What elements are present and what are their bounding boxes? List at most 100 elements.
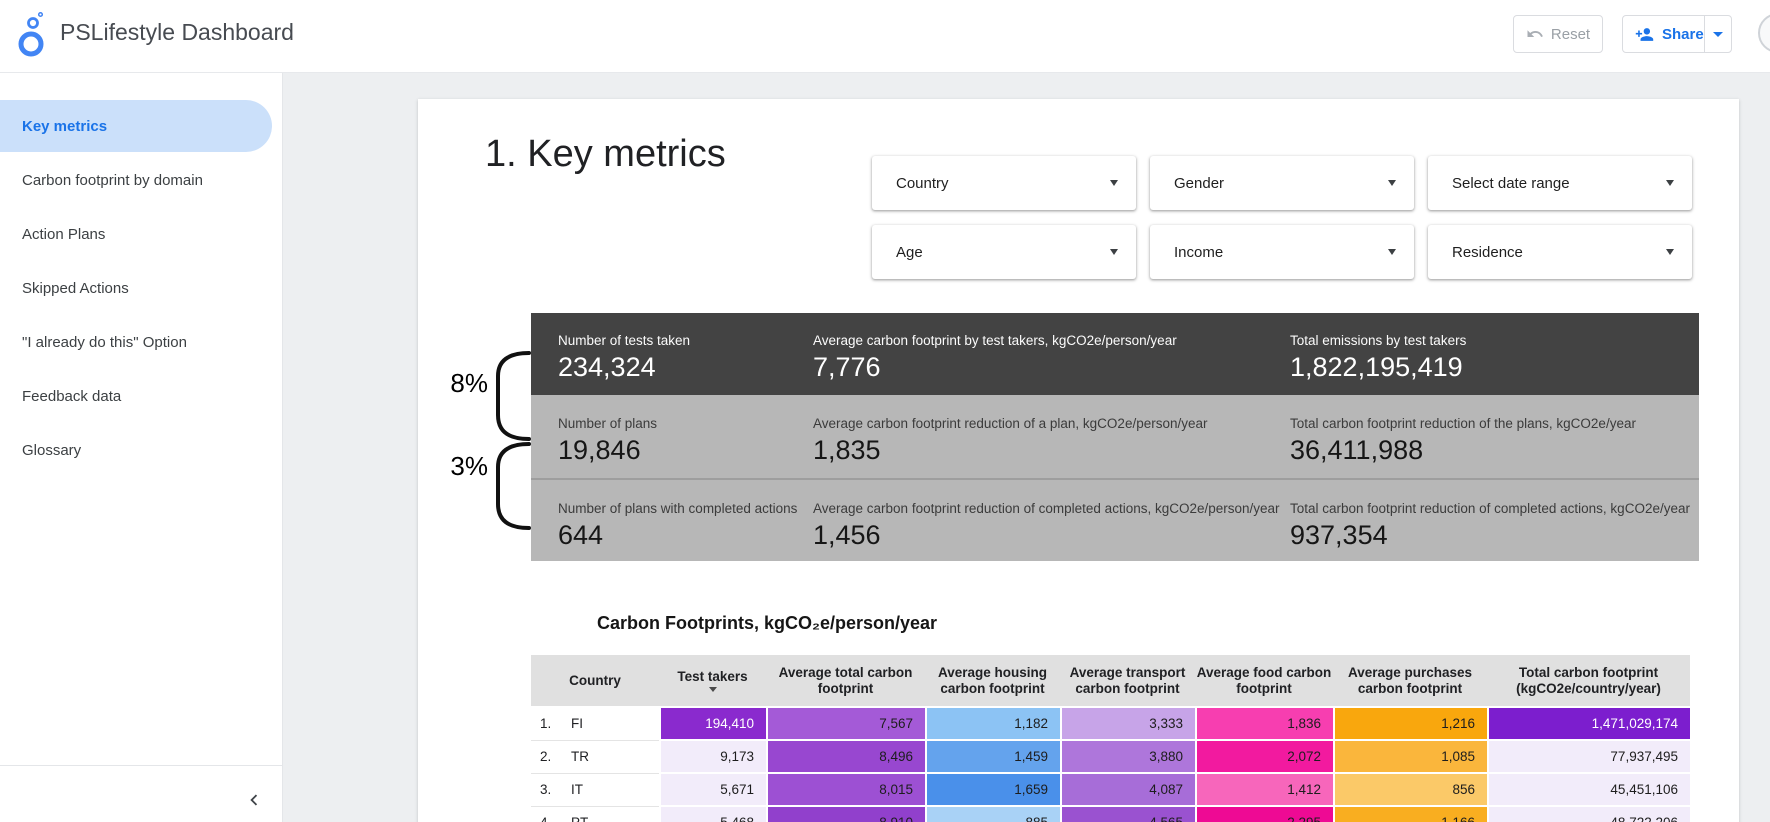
column-header-total-footprint[interactable]: Total carbon footprint (kgCO2e/country/y…	[1487, 655, 1690, 706]
metrics-row-completed: Number of plans with completed actions 6…	[531, 478, 1699, 561]
column-header-avg-food[interactable]: Average food carbon footprint	[1195, 655, 1333, 706]
sidebar-item-feedback-data[interactable]: Feedback data	[22, 387, 122, 405]
table-cell: 48,722,206	[1487, 807, 1690, 822]
sidebar-item-action-plans[interactable]: Action Plans	[22, 225, 106, 243]
column-header-avg-housing[interactable]: Average housing carbon footprint	[925, 655, 1060, 706]
filter-country[interactable]: Country	[872, 156, 1136, 210]
table-cell: 1,166	[1333, 807, 1487, 822]
share-menu-caret[interactable]	[1703, 16, 1731, 52]
sidebar-item-key-metrics[interactable]: Key metrics	[0, 100, 272, 152]
table-cell: 8,015	[766, 774, 925, 807]
table-cell: 7,567	[766, 708, 925, 741]
table-cell: 5,468	[659, 807, 766, 822]
table-cell: 45,451,106	[1487, 774, 1690, 807]
metric-label: Number of tests taken	[558, 333, 691, 348]
chevron-down-icon	[1388, 180, 1396, 186]
share-button-main[interactable]: Share	[1623, 25, 1704, 44]
collapse-sidebar-button[interactable]	[238, 784, 270, 816]
filter-date-range[interactable]: Select date range	[1428, 156, 1692, 210]
row-index: 4.	[531, 807, 561, 822]
metric-value: 937,354	[1290, 520, 1388, 550]
plans-ratio-label: 8%	[450, 368, 488, 398]
person-add-icon	[1635, 25, 1654, 44]
table-cell: 1,216	[1333, 708, 1487, 741]
table-cell: 1,471,029,174	[1487, 708, 1690, 741]
filter-gender[interactable]: Gender	[1150, 156, 1414, 210]
table-cell: 1,836	[1195, 708, 1333, 741]
table-cell: 1,459	[925, 741, 1060, 774]
table-cell: 3,880	[1060, 741, 1195, 774]
reset-button-label: Reset	[1550, 25, 1591, 43]
metrics-row-tests: Number of tests taken 234,324 Average ca…	[531, 313, 1699, 395]
table-header-row: Country Test takers Average total carbon…	[531, 655, 1690, 708]
filter-income[interactable]: Income	[1150, 225, 1414, 279]
column-header-label: Total carbon footprint (kgCO2e/country/y…	[1516, 664, 1661, 696]
metric-label: Total carbon footprint reduction of the …	[1290, 416, 1636, 431]
metric-label: Average carbon footprint reduction of a …	[813, 416, 1208, 431]
column-header-avg-total[interactable]: Average total carbon footprint	[766, 655, 925, 706]
metric: Average carbon footprint reduction of a …	[813, 416, 1290, 478]
column-header-label: Average transport carbon footprint	[1069, 664, 1186, 696]
column-header-label: Average food carbon footprint	[1196, 664, 1332, 696]
table-cell: 4,087	[1060, 774, 1195, 807]
table-cell: 1,412	[1195, 774, 1333, 807]
table-title: Carbon Footprints, kgCO₂e/person/year	[597, 613, 938, 633]
page-nav-list: Key metrics Carbon footprint by domain A…	[0, 99, 282, 477]
metric: Total carbon footprint reduction of comp…	[1290, 501, 1699, 561]
table-row: 3. IT 5,671 8,015 1,659 4,087 1,412 856 45,451,1…	[531, 774, 1690, 807]
metric: Average carbon footprint reduction of co…	[813, 501, 1290, 561]
metric-value: 1,822,195,419	[1290, 352, 1463, 382]
table-cell: 77,937,495	[1487, 741, 1690, 774]
metric: Total carbon footprint reduction of the …	[1290, 416, 1699, 478]
looker-studio-logo-icon	[14, 6, 58, 62]
filter-label: Age	[896, 243, 923, 261]
table-body: 1. FI 194,410 7,567 1,182 3,333 1,836 1,216 1,47…	[531, 708, 1690, 822]
table-row: 1. FI 194,410 7,567 1,182 3,333 1,836 1,216 1,47…	[531, 708, 1690, 741]
column-header-label: Average housing carbon footprint	[937, 664, 1048, 696]
metric-value: 19,846	[558, 435, 641, 465]
reset-button[interactable]: Reset	[1513, 15, 1603, 53]
metric-value: 1,835	[813, 435, 881, 465]
chevron-down-icon	[1666, 249, 1674, 255]
user-avatar[interactable]	[1758, 13, 1770, 53]
country-code: PT	[561, 807, 659, 822]
key-metrics-panel: Number of tests taken 234,324 Average ca…	[531, 313, 1699, 561]
row-index: 3.	[531, 774, 561, 807]
column-header-avg-purchases[interactable]: Average purchases carbon footprint	[1333, 655, 1487, 706]
sidebar-item-glossary[interactable]: Glossary	[22, 441, 82, 459]
chevron-down-icon	[1110, 180, 1118, 186]
share-button[interactable]: Share	[1622, 15, 1732, 53]
top-app-bar: PSLifestyle Dashboard Reset Share	[0, 0, 1770, 73]
metric-value: 644	[558, 520, 604, 550]
metric-value: 234,324	[558, 352, 656, 382]
report-pages-sidebar: Key metrics Carbon footprint by domain A…	[0, 72, 283, 822]
filter-age[interactable]: Age	[872, 225, 1136, 279]
filter-label: Residence	[1452, 243, 1523, 261]
metric: Total emissions by test takers 1,822,195…	[1290, 333, 1699, 395]
sidebar-item-i-already-do-this-option[interactable]: "I already do this" Option	[22, 333, 187, 351]
country-code: IT	[561, 774, 659, 807]
filter-label: Select date range	[1452, 174, 1570, 192]
metric-label: Average carbon footprint reduction of co…	[813, 501, 1280, 516]
metric-label: Number of plans	[558, 416, 658, 431]
filter-residence[interactable]: Residence	[1428, 225, 1692, 279]
table-cell: 8,910	[766, 807, 925, 822]
column-header-test-takers[interactable]: Test takers	[659, 655, 766, 706]
sidebar-item-carbon-footprint-by-domain[interactable]: Carbon footprint by domain	[22, 171, 203, 189]
sidebar-item-skipped-actions[interactable]: Skipped Actions	[22, 279, 129, 297]
metric: Average carbon footprint by test takers,…	[813, 333, 1290, 395]
filter-label: Gender	[1174, 174, 1225, 192]
table-cell: 8,496	[766, 741, 925, 774]
column-header-avg-transport[interactable]: Average transport carbon footprint	[1060, 655, 1195, 706]
table-cell: 856	[1333, 774, 1487, 807]
table-cell: 4,565	[1060, 807, 1195, 822]
column-header-label: Average total carbon footprint	[778, 664, 913, 696]
column-header-country[interactable]: Country	[531, 655, 659, 706]
row-index: 1.	[531, 708, 561, 741]
table-cell: 5,671	[659, 774, 766, 807]
metric: Number of tests taken 234,324	[558, 333, 813, 395]
metric-label: Average carbon footprint by test takers,…	[813, 333, 1177, 348]
table-cell: 2,072	[1195, 741, 1333, 774]
table-cell: 3,333	[1060, 708, 1195, 741]
metrics-row-plans: Number of plans 19,846 Average carbon fo…	[531, 395, 1699, 478]
